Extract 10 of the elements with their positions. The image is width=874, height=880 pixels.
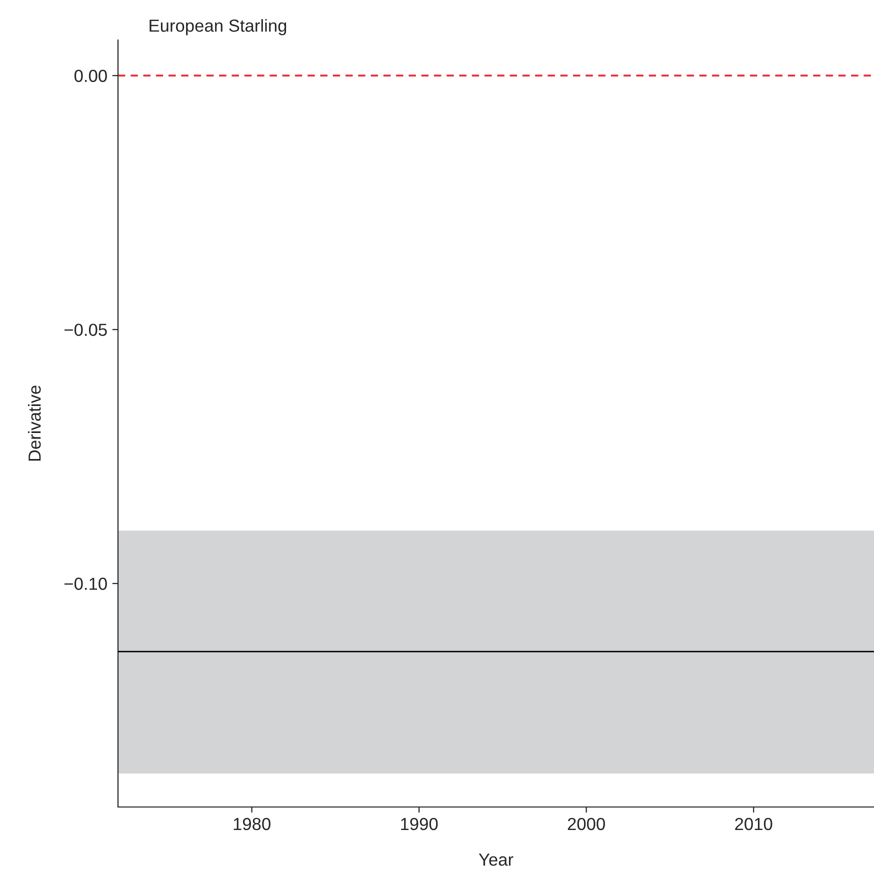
y-tick-label: 0.00 <box>74 70 107 82</box>
x-tick-label: 1980 <box>234 818 270 830</box>
y-tick-label: −0.10 <box>64 578 107 590</box>
chart-title: European Starling <box>150 19 286 36</box>
x-axis-title: Year <box>478 854 514 866</box>
x-tick-label: 1990 <box>401 818 438 830</box>
x-tick-label: 2010 <box>735 818 772 830</box>
x-tick-label: 2000 <box>568 818 605 830</box>
y-axis-title: Derivative <box>28 386 41 461</box>
y-tick-label: −0.05 <box>64 324 107 336</box>
